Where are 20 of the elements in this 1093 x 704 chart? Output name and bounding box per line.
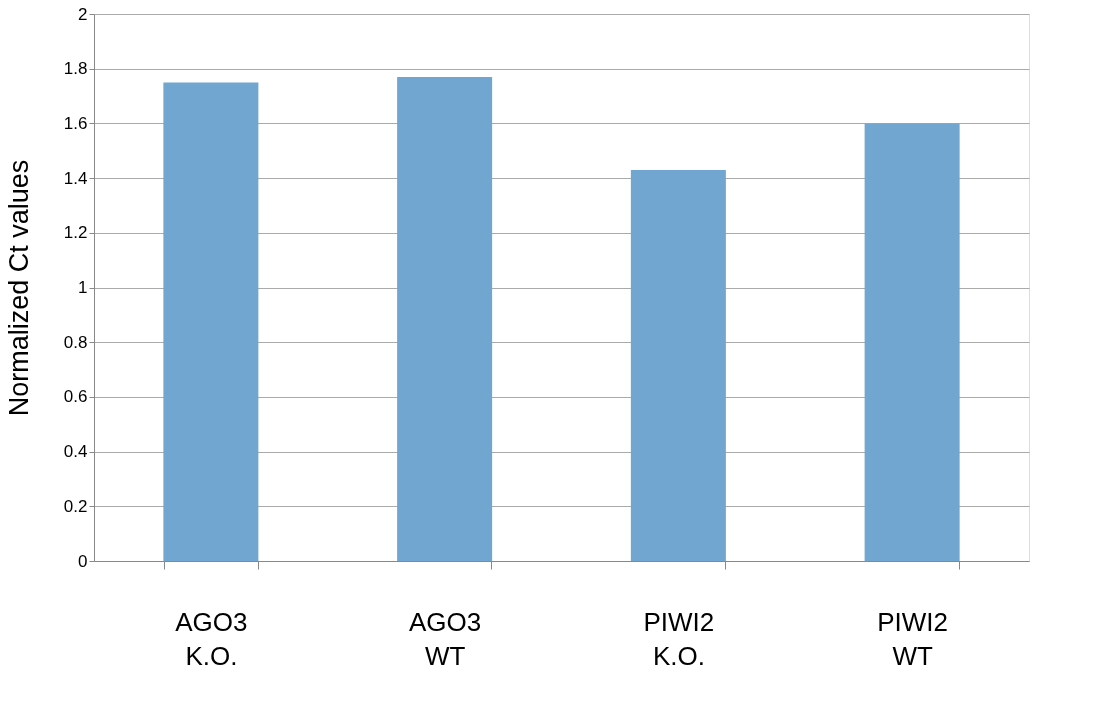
y-tick-label: 1.6 <box>63 113 88 133</box>
y-tick-label: 1.4 <box>63 168 88 188</box>
bar <box>630 169 726 561</box>
bar <box>163 82 259 561</box>
y-tick-label: 0.4 <box>63 442 88 462</box>
y-tick-label: 0.8 <box>63 332 88 352</box>
y-tick-label: 1.8 <box>63 59 88 79</box>
x-tick-label: AGO3 K.O. <box>175 606 248 671</box>
bar <box>397 76 493 561</box>
x-tick-label: PIWI2 WT <box>877 606 949 671</box>
y-tick-label: 0 <box>78 551 88 571</box>
x-tick-label: AGO3 WT <box>409 606 482 671</box>
y-tick-label: 2 <box>78 4 88 24</box>
y-tick-label: 0.6 <box>63 387 88 407</box>
y-tick-label: 1.2 <box>63 223 88 243</box>
x-tick-label: PIWI2 K.O. <box>643 606 715 671</box>
bar <box>864 123 960 561</box>
y-tick-label: 1 <box>78 278 88 297</box>
y-axis-title: Normalized Ct values <box>3 159 34 417</box>
y-tick-label: 0.2 <box>63 496 88 516</box>
